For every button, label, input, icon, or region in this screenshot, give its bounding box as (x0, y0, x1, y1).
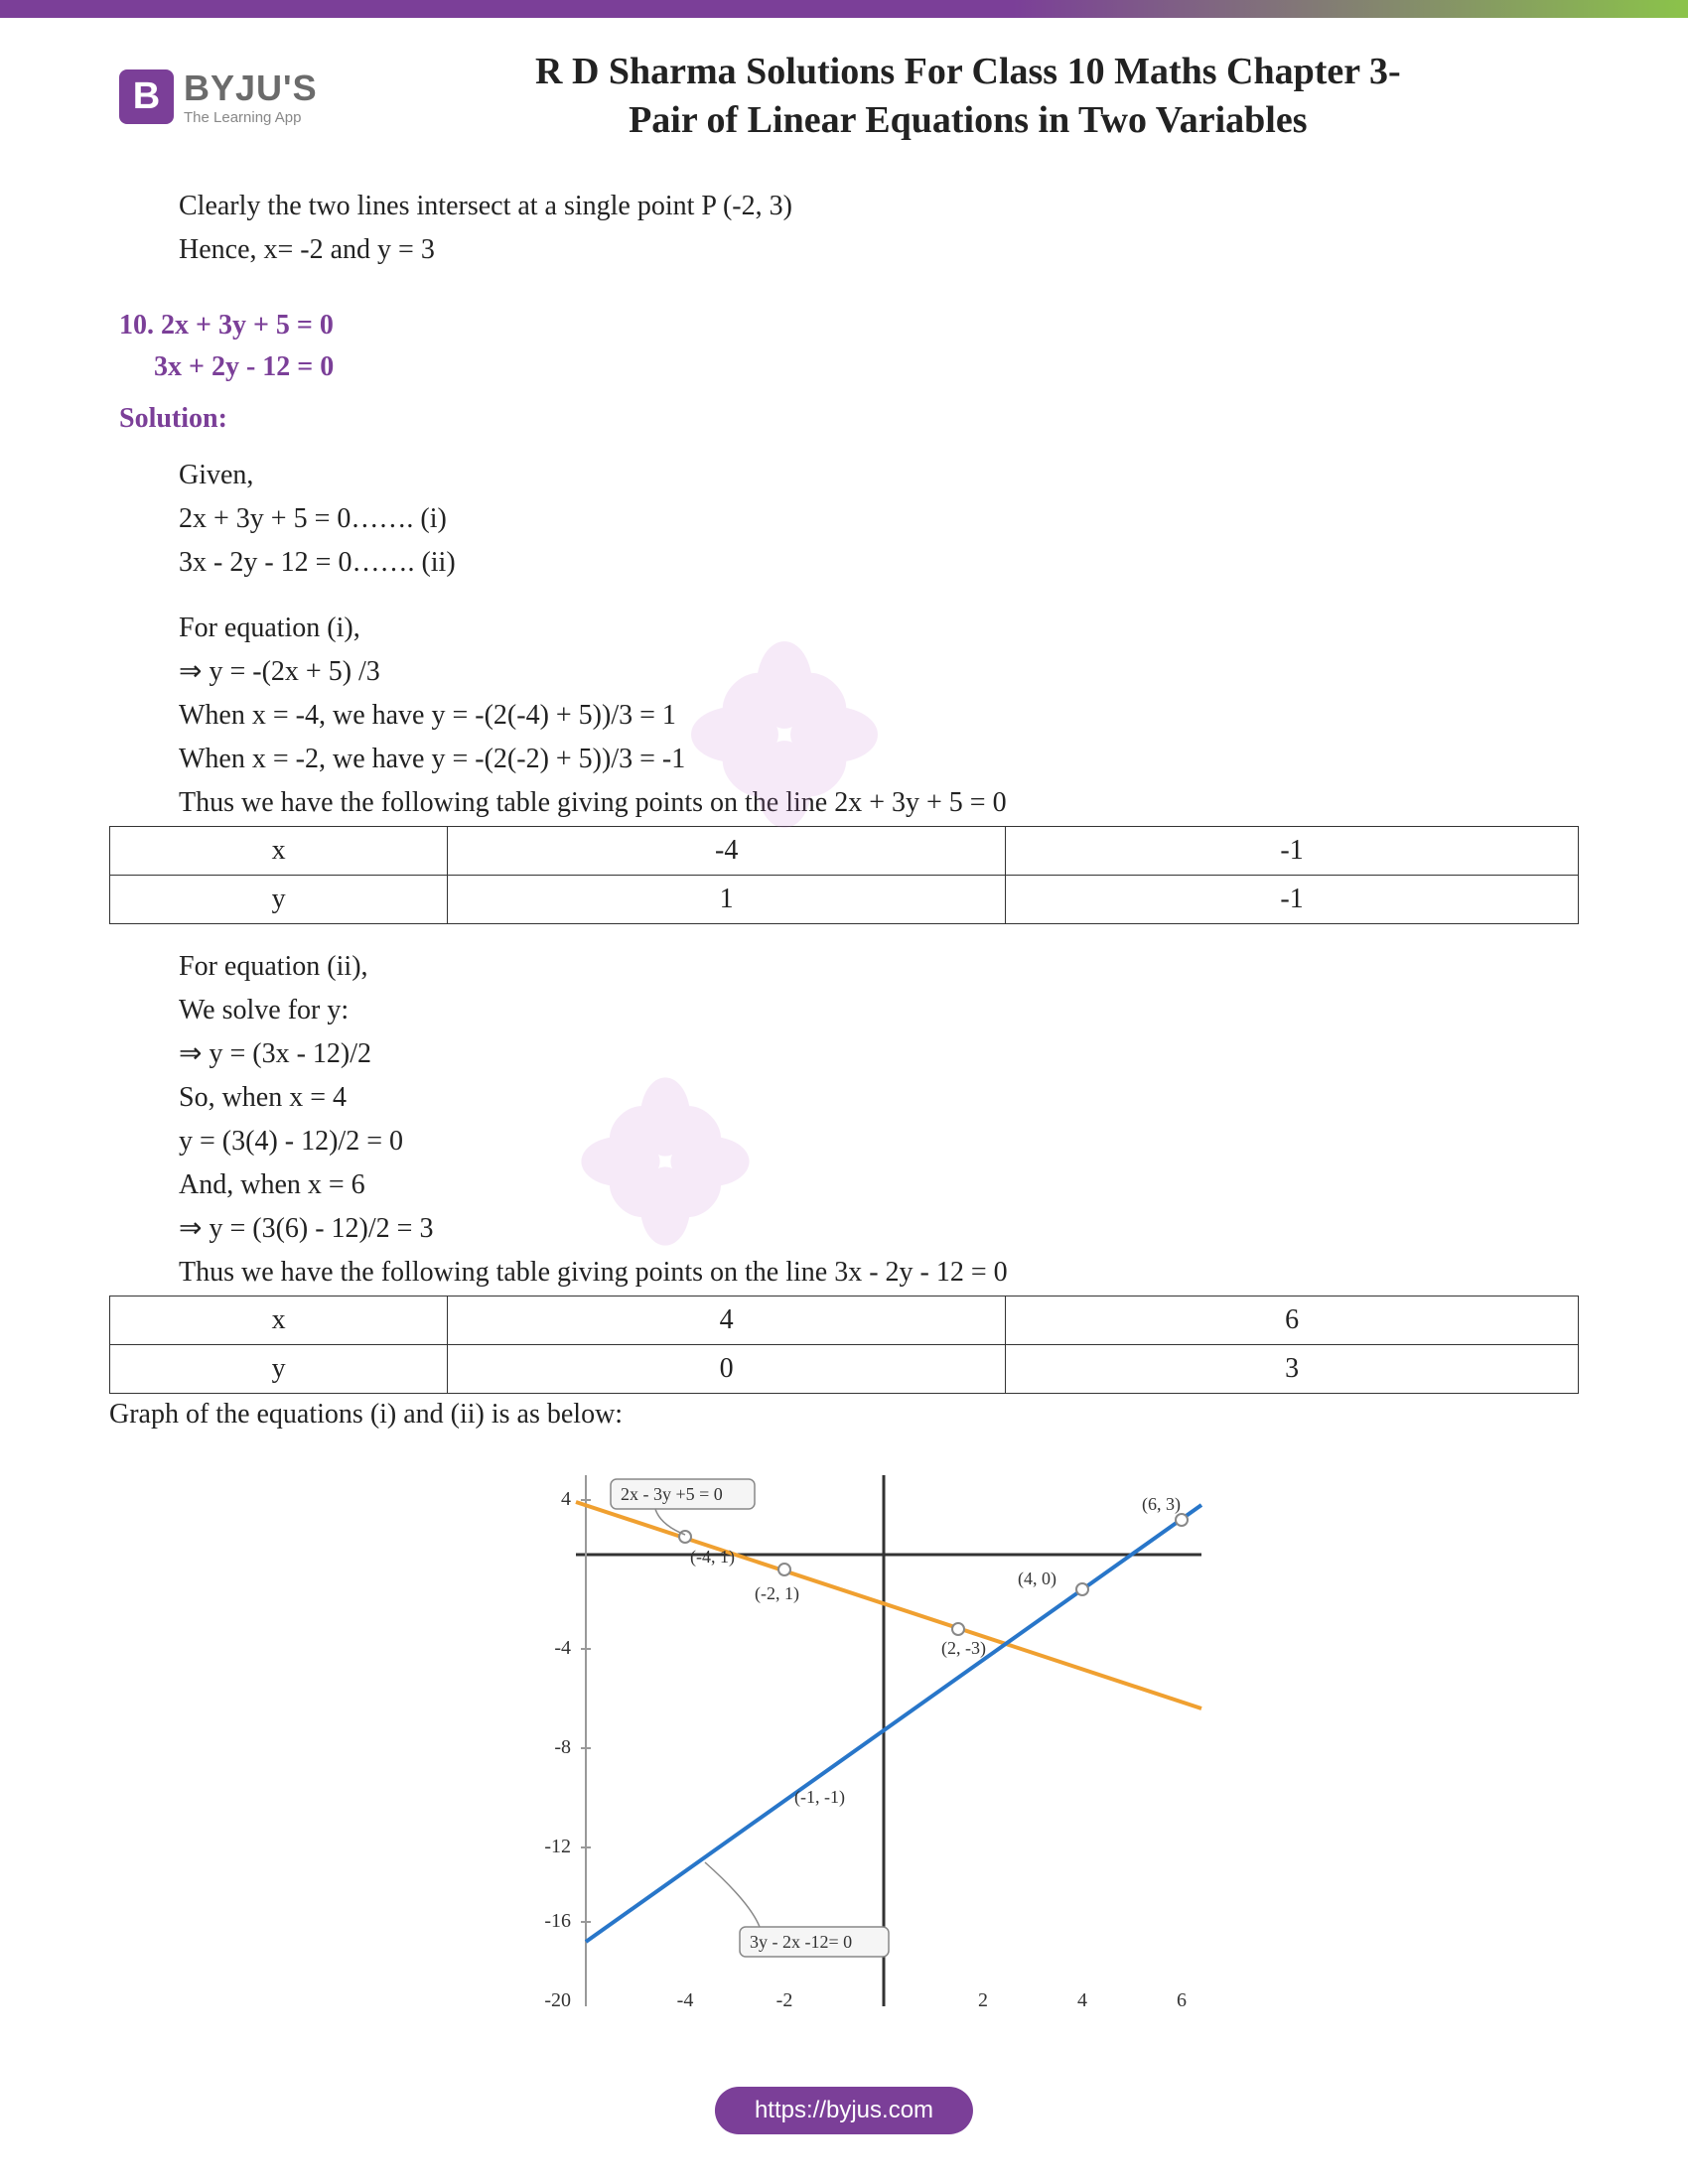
table-row: y 1 -1 (110, 875, 1579, 923)
xtick: -4 (677, 1989, 694, 2011)
question-eq1: 10. 2x + 3y + 5 = 0 (119, 310, 334, 341)
logo-icon: B (119, 69, 174, 124)
ytick: 4 (561, 1488, 571, 1510)
logo-name: BYJU'S (184, 68, 318, 109)
ytick: -4 (554, 1637, 571, 1659)
body-text: When x = -4, we have y = -(2(-4) + 5))/3… (179, 695, 1569, 737)
intro-line: Hence, x= -2 and y = 3 (179, 229, 1569, 271)
table-cell: y (110, 1344, 448, 1393)
body-text: And, when x = 6 (179, 1164, 1569, 1206)
graph-svg: 4 -4 -8 -12 -16 -20 -4 -2 2 4 6 (-4, 1) … (526, 1455, 1221, 2011)
question-eq2: 3x + 2y - 12 = 0 (154, 351, 334, 382)
body-text: Given, (179, 455, 1569, 496)
body-text: When x = -2, we have y = -(2(-2) + 5))/3… (179, 739, 1569, 780)
table-cell: 3 (1006, 1344, 1579, 1393)
table-row: y 0 3 (110, 1344, 1579, 1393)
point-label: (-1, -1) (794, 1787, 845, 1808)
table-cell: -4 (448, 826, 1006, 875)
ytick: -16 (544, 1910, 571, 1932)
intro-line: Clearly the two lines intersect at a sin… (179, 186, 1569, 227)
graph: 4 -4 -8 -12 -16 -20 -4 -2 2 4 6 (-4, 1) … (179, 1455, 1569, 2024)
point-label: (-2, 1) (755, 1583, 799, 1604)
solution-label: Solution: (119, 398, 1569, 455)
title-line-1: R D Sharma Solutions For Class 10 Maths … (535, 51, 1401, 92)
callout: 3y - 2x -12= 0 (750, 1932, 852, 1952)
body-text: ⇒ y = (3(6) - 12)/2 = 3 (179, 1208, 1569, 1250)
table-cell: 4 (448, 1296, 1006, 1344)
table-cell: x (110, 1296, 448, 1344)
table-row: x 4 6 (110, 1296, 1579, 1344)
table-row: x -4 -1 (110, 826, 1579, 875)
xtick: 6 (1177, 1989, 1187, 2011)
top-bar (0, 0, 1688, 18)
body-text: We solve for y: (179, 990, 1569, 1031)
title-line-2: Pair of Linear Equations in Two Variable… (629, 99, 1307, 141)
ytick: -8 (554, 1736, 571, 1758)
page-header: B BYJU'S The Learning App R D Sharma Sol… (0, 18, 1688, 166)
body-text: y = (3(4) - 12)/2 = 0 (179, 1121, 1569, 1162)
logo: B BYJU'S The Learning App (119, 68, 318, 126)
body-text: 3x - 2y - 12 = 0……. (ii) (179, 542, 1569, 584)
question-number: 10. 2x + 3y + 5 = 0 3x + 2y - 12 = 0 (119, 295, 1569, 398)
body-text: So, when x = 4 (179, 1077, 1569, 1119)
table-cell: x (110, 826, 448, 875)
data-table-2: x 4 6 y 0 3 (109, 1296, 1579, 1394)
body-text: ⇒ y = -(2x + 5) /3 (179, 651, 1569, 693)
body-text: ⇒ y = (3x - 12)/2 (179, 1033, 1569, 1075)
page-title: R D Sharma Solutions For Class 10 Maths … (318, 48, 1589, 146)
content-body: Clearly the two lines intersect at a sin… (0, 166, 1688, 2044)
body-text: Thus we have the following table giving … (179, 782, 1569, 824)
table-cell: y (110, 875, 448, 923)
body-text: For equation (i), (179, 608, 1569, 649)
table-cell: 0 (448, 1344, 1006, 1393)
body-text: 2x + 3y + 5 = 0……. (i) (179, 498, 1569, 540)
table-cell: 1 (448, 875, 1006, 923)
xtick: -2 (776, 1989, 793, 2011)
point-label: (2, -3) (941, 1638, 986, 1659)
table-cell: 6 (1006, 1296, 1579, 1344)
point-label: (4, 0) (1018, 1569, 1056, 1589)
table-cell: -1 (1006, 875, 1579, 923)
body-text: Graph of the equations (i) and (ii) is a… (109, 1394, 1569, 1435)
xtick: 2 (978, 1989, 988, 2011)
logo-tagline: The Learning App (184, 109, 318, 126)
line-orange (576, 1502, 1201, 1708)
footer-url[interactable]: https://byjus.com (715, 2087, 973, 2134)
body-text: Thus we have the following table giving … (179, 1252, 1569, 1294)
data-table-1: x -4 -1 y 1 -1 (109, 826, 1579, 924)
ytick: -12 (544, 1836, 571, 1857)
body-text: For equation (ii), (179, 946, 1569, 988)
callout: 2x - 3y +5 = 0 (621, 1484, 723, 1504)
table-cell: -1 (1006, 826, 1579, 875)
xtick: 4 (1077, 1989, 1087, 2011)
point-label: (6, 3) (1142, 1494, 1181, 1515)
ytick: -20 (544, 1989, 571, 2011)
line-blue (586, 1505, 1201, 1942)
point-label: (-4, 1) (690, 1547, 735, 1568)
